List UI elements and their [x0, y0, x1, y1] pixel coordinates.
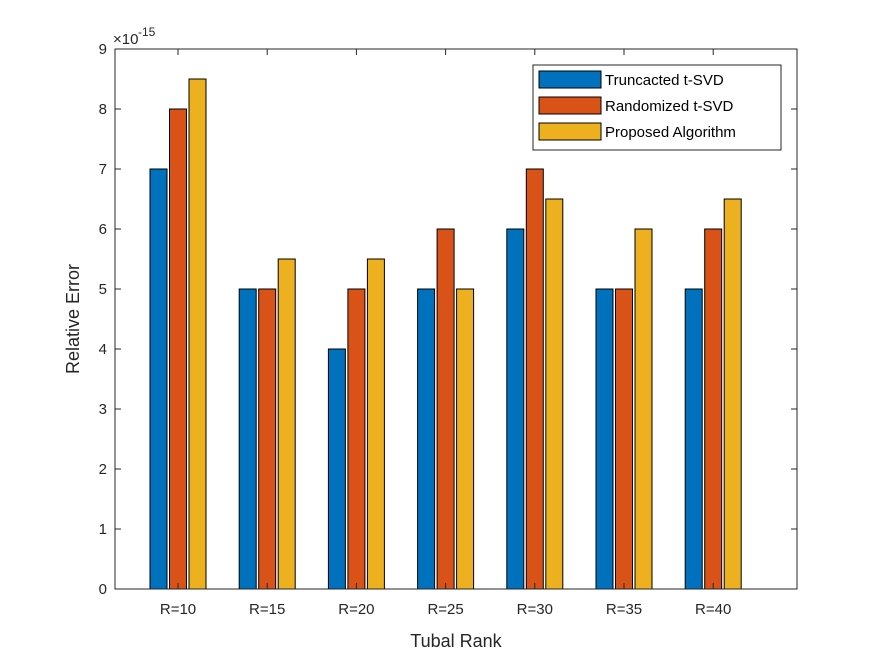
legend-swatch [538, 96, 602, 115]
y-exponent-power: -15 [138, 25, 156, 39]
bar-2-r10 [169, 108, 187, 590]
x-tick-label: R=25 [427, 601, 463, 618]
bar-3-r25 [456, 288, 475, 590]
legend-label: Truncacted t-SVD [605, 72, 724, 89]
y-tick-label: 1 [99, 521, 107, 538]
y-tick-label: 4 [99, 341, 107, 358]
legend-swatch [538, 70, 602, 89]
y-tick-label: 5 [99, 281, 107, 298]
x-tick-label: R=20 [338, 601, 374, 618]
bar-1-r25 [417, 288, 436, 590]
y-axis-title: Relative Error [63, 264, 83, 374]
y-tick-label: 9 [99, 41, 107, 58]
ticks-group: R=10 R=15 R=20 R=25 R=30 R=35 R=40 0 1 2 3 4 5 6 7 8 9 [99, 41, 797, 618]
legend-swatch [538, 122, 602, 141]
bar-3-r10 [188, 78, 207, 590]
x-tick-label: R=35 [606, 601, 642, 618]
bar-3-r30 [545, 198, 564, 590]
bar-1-r10 [149, 168, 168, 590]
x-tick-label: R=15 [249, 601, 285, 618]
bar-2-r15 [258, 288, 277, 590]
y-tick-label: 2 [99, 461, 107, 478]
bar-2-r25 [436, 228, 455, 590]
bar-1-r15 [238, 288, 257, 590]
x-axis-title: Tubal Rank [410, 631, 502, 651]
bar-2-r30 [525, 168, 544, 590]
x-tick-label: R=30 [517, 601, 553, 618]
bar-2-r20 [347, 288, 366, 590]
bar-1-r20 [327, 348, 346, 590]
bar-3-r15 [277, 258, 296, 590]
y-tick-label: 3 [99, 401, 107, 418]
bar-2-r40 [704, 228, 723, 590]
bars-group [149, 78, 742, 590]
bar-3-r40 [723, 198, 742, 590]
bar-3-r20 [366, 258, 385, 590]
bar-3-r35 [634, 228, 653, 590]
y-tick-label: 0 [99, 581, 107, 598]
bar-1-r35 [595, 288, 614, 590]
x-tick-label: R=10 [160, 601, 196, 618]
y-tick-label: 8 [99, 101, 107, 118]
plot-frame [114, 48, 798, 590]
bar-1-r40 [684, 288, 703, 590]
bar-1-r30 [506, 228, 525, 590]
legend: Truncacted t-SVD Randomized t-SVD Proposed… [532, 64, 782, 151]
y-tick-label: 6 [99, 221, 107, 238]
y-tick-label: 7 [99, 161, 107, 178]
x-tick-label: R=40 [695, 601, 731, 618]
y-exponent-base: ×10 [113, 31, 138, 48]
legend-label: Randomized t-SVD [605, 98, 734, 115]
bar-2-r35 [615, 288, 633, 590]
legend-label: Proposed Algorithm [605, 124, 736, 141]
